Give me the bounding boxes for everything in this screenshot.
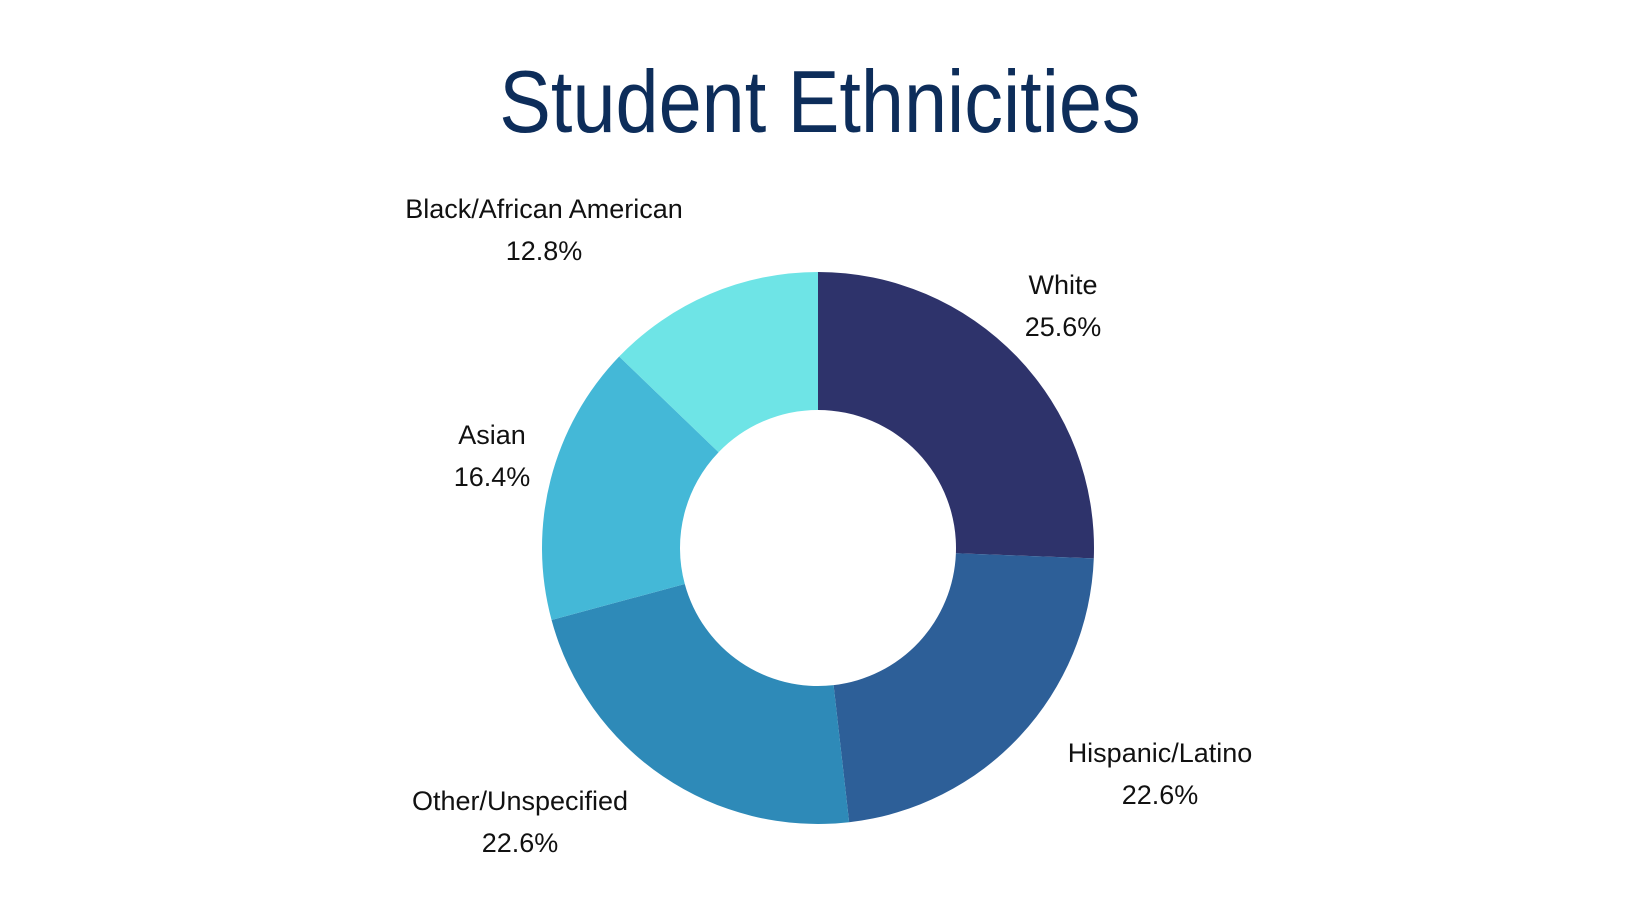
slice-asian [542, 356, 719, 620]
slice-black-african-american [619, 272, 818, 453]
slice-value-label: 22.6% [482, 828, 559, 858]
chart-title: Student Ethnicities [499, 52, 1141, 151]
slice-category-label: Black/African American [405, 194, 683, 224]
slice-value-label: 16.4% [454, 462, 531, 492]
slice-category-label: Asian [458, 420, 526, 450]
slice-white [818, 272, 1094, 559]
slice-value-label: 22.6% [1122, 780, 1199, 810]
slice-other-unspecified [551, 583, 850, 824]
slice-hispanic-latino [833, 553, 1094, 823]
slice-category-label: Other/Unspecified [412, 786, 628, 816]
slice-value-label: 12.8% [506, 236, 583, 266]
slice-labels: White 25.6% Hispanic/Latino 22.6% Other/Unsp… [405, 194, 1252, 858]
slice-category-label: White [1028, 270, 1097, 300]
donut-slices [542, 272, 1094, 824]
slice-value-label: 25.6% [1025, 312, 1102, 342]
slice-category-label: Hispanic/Latino [1068, 738, 1253, 768]
